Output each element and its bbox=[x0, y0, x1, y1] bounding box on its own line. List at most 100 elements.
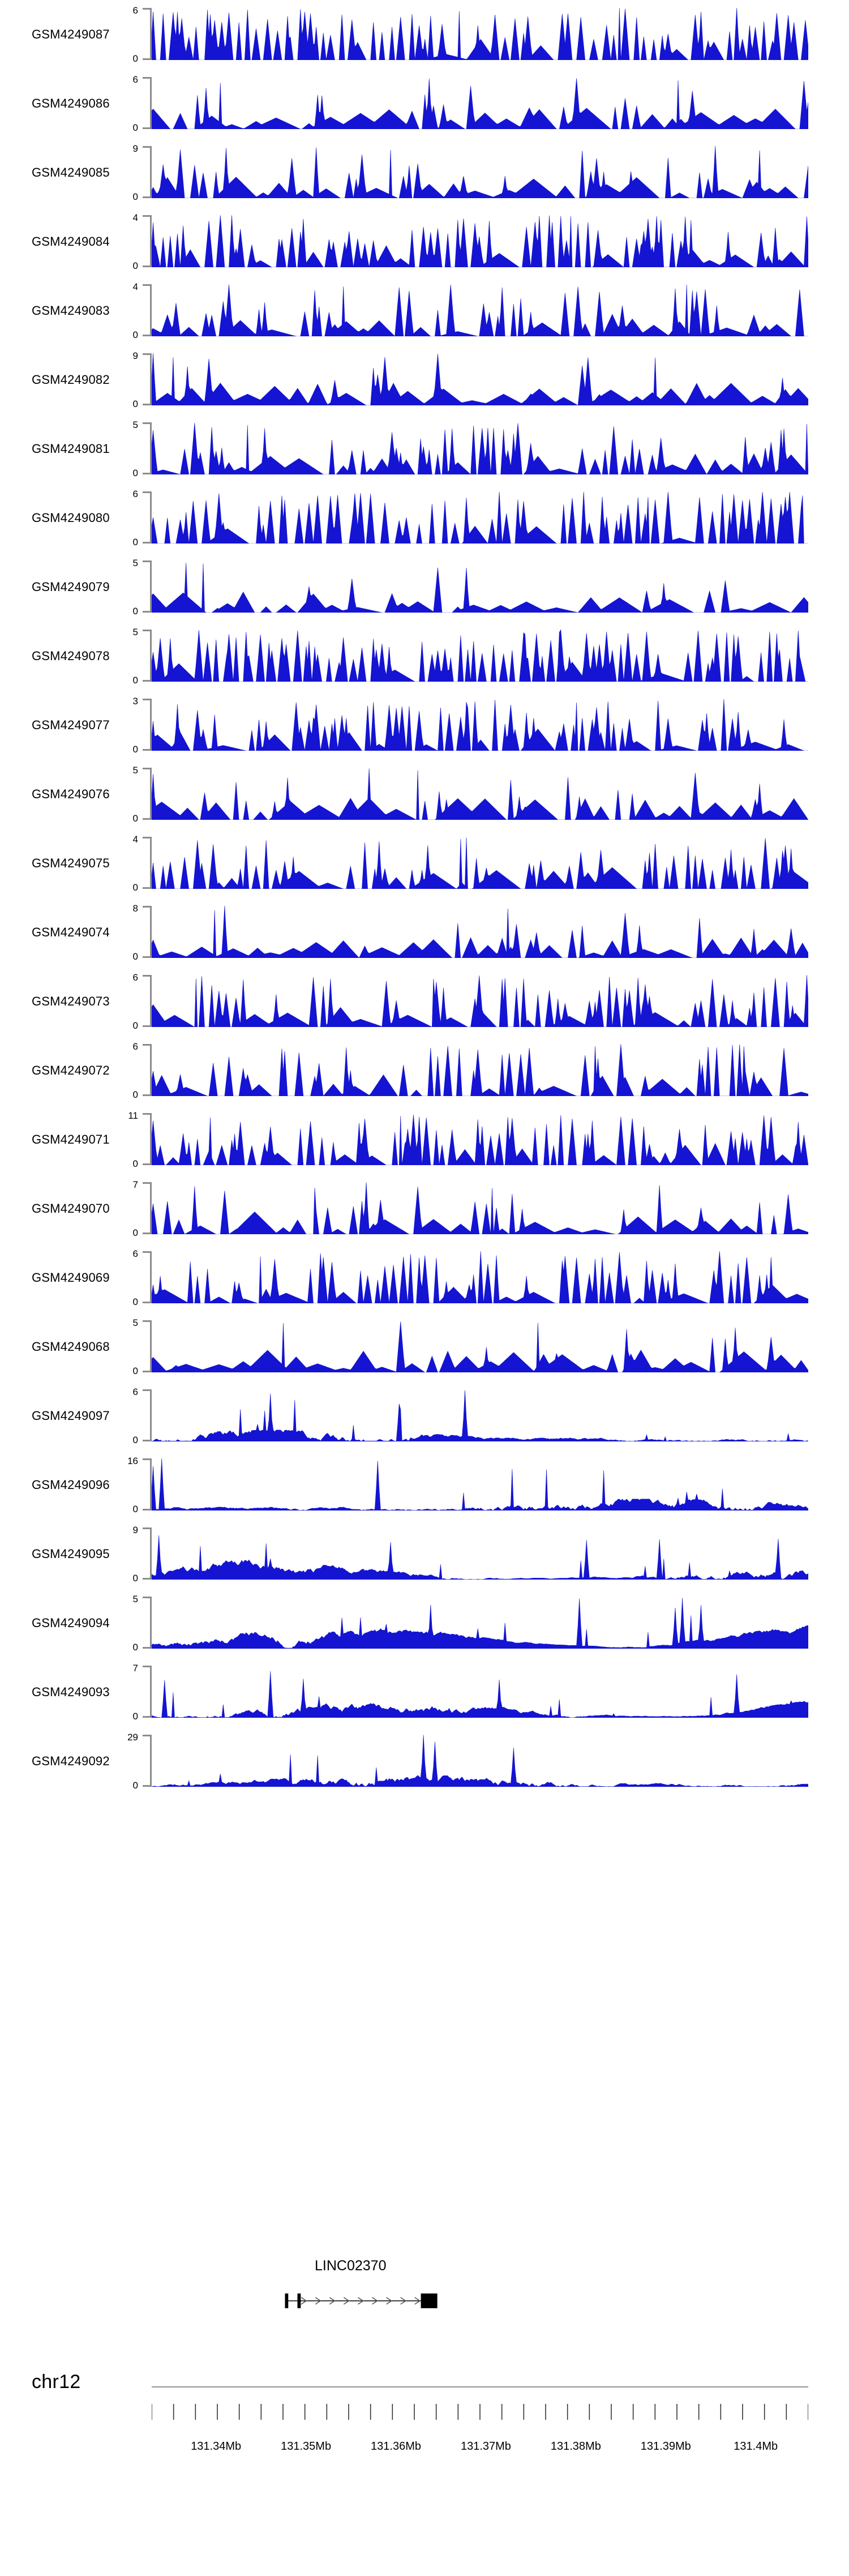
coverage-track[interactable]: GSM4249094 5 0 bbox=[0, 1589, 849, 1658]
track-signal-plot[interactable] bbox=[152, 215, 808, 267]
coverage-track-list: GSM4249087 6 0 GSM4249086 6 0 GSM4249085 9 0 GSM4… bbox=[0, 0, 849, 1796]
axis-tick-max bbox=[143, 560, 152, 562]
track-signal-plot[interactable] bbox=[152, 77, 808, 129]
ruler-tick-label: 131.4Mb bbox=[734, 2440, 778, 2453]
track-signal-plot[interactable] bbox=[152, 906, 808, 958]
coverage-track[interactable]: GSM4249074 8 0 bbox=[0, 898, 849, 967]
axis-tick-max bbox=[143, 77, 152, 79]
chromosome-label: chr12 bbox=[32, 2371, 81, 2393]
track-signal-plot[interactable] bbox=[152, 284, 808, 336]
coverage-track[interactable]: GSM4249068 5 0 bbox=[0, 1312, 849, 1381]
axis-max-label: 6 bbox=[132, 5, 138, 16]
track-signal-plot[interactable] bbox=[152, 1458, 808, 1510]
track-y-axis: 16 0 bbox=[127, 1456, 152, 1514]
axis-line bbox=[150, 699, 152, 751]
axis-tick-max bbox=[143, 1389, 152, 1391]
axis-tick-max bbox=[143, 768, 152, 769]
axis-min-label: 0 bbox=[132, 1227, 138, 1238]
axis-tick-min bbox=[143, 196, 152, 198]
coverage-track[interactable]: GSM4249087 6 0 bbox=[0, 0, 849, 69]
track-signal-plot[interactable] bbox=[152, 560, 808, 613]
track-signal-plot[interactable] bbox=[152, 353, 808, 405]
ruler-axis[interactable] bbox=[152, 2372, 808, 2440]
coverage-track[interactable]: GSM4249085 9 0 bbox=[0, 138, 849, 207]
track-signal-plot[interactable] bbox=[152, 1182, 808, 1234]
axis-min-label: 0 bbox=[132, 1642, 138, 1653]
track-signal-plot[interactable] bbox=[152, 699, 808, 751]
ruler-tick-label: 131.34Mb bbox=[191, 2440, 242, 2453]
track-signal-plot[interactable] bbox=[152, 1597, 808, 1649]
track-signal-plot[interactable] bbox=[152, 1251, 808, 1303]
coverage-track[interactable]: GSM4249096 16 0 bbox=[0, 1450, 849, 1520]
track-signal-plot[interactable] bbox=[152, 1044, 808, 1096]
axis-tick-min bbox=[143, 335, 152, 336]
coverage-track[interactable]: GSM4249073 6 0 bbox=[0, 967, 849, 1036]
track-signal-plot[interactable] bbox=[152, 491, 808, 544]
gene-model-diagram[interactable] bbox=[152, 2283, 808, 2317]
coverage-track[interactable]: GSM4249072 6 0 bbox=[0, 1036, 849, 1105]
axis-tick-min bbox=[143, 1302, 152, 1303]
coverage-track[interactable]: GSM4249092 29 0 bbox=[0, 1727, 849, 1796]
track-signal-plot[interactable] bbox=[152, 768, 808, 820]
coverage-track[interactable]: GSM4249078 5 0 bbox=[0, 622, 849, 691]
gene-annotation-panel: LINC02370 bbox=[0, 2253, 849, 2350]
track-signal-plot[interactable] bbox=[152, 8, 808, 60]
track-signal-plot[interactable] bbox=[152, 146, 808, 198]
axis-min-label: 0 bbox=[132, 951, 138, 962]
axis-tick-min bbox=[143, 1509, 152, 1510]
axis-tick-min bbox=[143, 58, 152, 60]
coverage-track[interactable]: GSM4249080 6 0 bbox=[0, 483, 849, 553]
axis-tick-max bbox=[143, 1182, 152, 1184]
track-signal-plot[interactable] bbox=[152, 1389, 808, 1441]
coverage-track[interactable]: GSM4249076 5 0 bbox=[0, 760, 849, 829]
axis-max-label: 4 bbox=[132, 834, 138, 845]
coverage-track[interactable]: GSM4249086 6 0 bbox=[0, 69, 849, 138]
coverage-track[interactable]: GSM4249081 5 0 bbox=[0, 414, 849, 483]
ruler-tick-label: 131.36Mb bbox=[371, 2440, 421, 2453]
axis-tick-min bbox=[143, 1371, 152, 1372]
axis-max-label: 16 bbox=[127, 1456, 138, 1466]
coverage-track[interactable]: GSM4249095 9 0 bbox=[0, 1520, 849, 1589]
ruler-tick-label: 131.35Mb bbox=[281, 2440, 332, 2453]
track-signal-plot[interactable] bbox=[152, 1666, 808, 1718]
axis-tick-max bbox=[143, 906, 152, 908]
track-signal-plot[interactable] bbox=[152, 1527, 808, 1580]
track-sample-label: GSM4249085 bbox=[32, 165, 110, 179]
track-sample-label: GSM4249084 bbox=[32, 234, 110, 249]
coverage-track[interactable]: GSM4249082 9 0 bbox=[0, 345, 849, 414]
track-signal-plot[interactable] bbox=[152, 837, 808, 889]
track-signal-plot[interactable] bbox=[152, 1113, 808, 1165]
axis-tick-max bbox=[143, 1251, 152, 1253]
coverage-track[interactable]: GSM4249097 6 0 bbox=[0, 1381, 849, 1450]
axis-tick-max bbox=[143, 353, 152, 355]
coverage-track[interactable]: GSM4249079 5 0 bbox=[0, 553, 849, 622]
track-signal-plot[interactable] bbox=[152, 1735, 808, 1787]
coverage-track[interactable]: GSM4249083 4 0 bbox=[0, 276, 849, 345]
axis-line bbox=[150, 906, 152, 958]
axis-max-label: 5 bbox=[132, 1594, 138, 1604]
coverage-track[interactable]: GSM4249084 4 0 bbox=[0, 207, 849, 276]
track-signal-plot[interactable] bbox=[152, 422, 808, 474]
coverage-track[interactable]: GSM4249069 6 0 bbox=[0, 1243, 849, 1312]
axis-tick-max bbox=[143, 284, 152, 286]
axis-min-label: 0 bbox=[132, 1573, 138, 1584]
axis-tick-max bbox=[143, 1735, 152, 1736]
axis-max-label: 4 bbox=[132, 281, 138, 292]
coverage-track[interactable]: GSM4249077 3 0 bbox=[0, 691, 849, 760]
coverage-track[interactable]: GSM4249071 11 0 bbox=[0, 1105, 849, 1174]
coverage-track[interactable]: GSM4249070 7 0 bbox=[0, 1174, 849, 1243]
track-signal-plot[interactable] bbox=[152, 975, 808, 1027]
track-sample-label: GSM4249087 bbox=[32, 27, 110, 41]
track-signal-plot[interactable] bbox=[152, 630, 808, 682]
coverage-track[interactable]: GSM4249075 4 0 bbox=[0, 829, 849, 898]
coverage-track[interactable]: GSM4249093 7 0 bbox=[0, 1658, 849, 1727]
track-signal-plot[interactable] bbox=[152, 1320, 808, 1372]
axis-max-label: 5 bbox=[132, 558, 138, 568]
axis-line bbox=[150, 1044, 152, 1096]
